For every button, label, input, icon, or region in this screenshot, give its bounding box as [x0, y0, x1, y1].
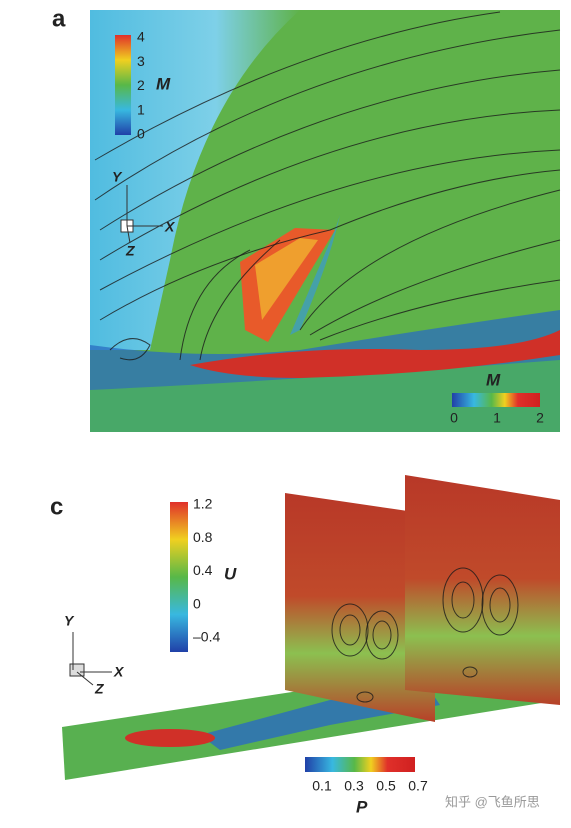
- colorbar-p: [305, 757, 415, 772]
- shock-region: [90, 10, 300, 350]
- panel-label: c: [50, 493, 63, 520]
- panel-a: a 4 3 2 1 0 0 1 2 M M Y X Z: [52, 5, 561, 432]
- colorbar-tick-label: 1: [137, 101, 145, 117]
- colorbar-tick-label: 0: [193, 595, 201, 611]
- colorbar-tick-label: 1: [493, 410, 501, 426]
- watermark: 知乎 @飞鱼所思: [445, 794, 540, 809]
- axis-label: Y: [112, 169, 123, 185]
- colorbar-m-small: [452, 393, 540, 407]
- lower-region: [90, 360, 560, 432]
- colorbar-tick-label: 0.5: [376, 778, 396, 794]
- streamlines: [94, 11, 561, 361]
- panel-label: a: [52, 5, 66, 32]
- colorbar-tick-label: 0: [450, 410, 458, 426]
- colorbar-m: [115, 35, 131, 135]
- colorbar-title: M: [486, 370, 501, 389]
- reverse-flow: [125, 729, 215, 747]
- colorbar-tick-label: 2: [536, 410, 544, 426]
- axis-label: Z: [125, 243, 135, 259]
- colorbar-tick-label: 1.2: [193, 496, 213, 512]
- colorbar-tick-label: 0.8: [193, 529, 213, 545]
- colorbar-tick-label: 2: [137, 77, 145, 93]
- axes-icon: Y X Z: [64, 613, 125, 697]
- axis-label: Z: [94, 681, 104, 697]
- expansion-core: [255, 238, 318, 320]
- panel-c: c 1.2 0.8 0.4 0 –0.4 U 0.1 0.3 0.5 0.7 P Y X Z: [50, 475, 560, 816]
- colorbar-tick-label: 0.4: [193, 562, 213, 578]
- axes-cube: [69, 663, 85, 677]
- colorbar-tick-label: 0.1: [312, 778, 332, 794]
- axis-label: X: [113, 664, 125, 680]
- axes-icon: Y X Z: [112, 169, 176, 259]
- axis-label: Y: [64, 613, 75, 629]
- colorbar-tick-label: 0.3: [344, 778, 364, 794]
- colorbar-title: U: [224, 564, 237, 583]
- colorbar-tick-label: 4: [137, 29, 145, 45]
- cross-plane: [285, 493, 435, 722]
- colorbar-tick-label: –0.4: [193, 629, 220, 645]
- hot-streak: [190, 330, 560, 378]
- colorbar-title: P: [356, 797, 368, 816]
- colorbar-tick-label: 0: [137, 126, 145, 142]
- axis-label: X: [164, 219, 176, 235]
- colorbar-tick-label: 3: [137, 53, 145, 69]
- colorbar-u: [170, 502, 188, 652]
- colorbar-tick-label: 0.7: [408, 778, 428, 794]
- vortices: [331, 567, 519, 703]
- colorbar-title: M: [156, 74, 171, 93]
